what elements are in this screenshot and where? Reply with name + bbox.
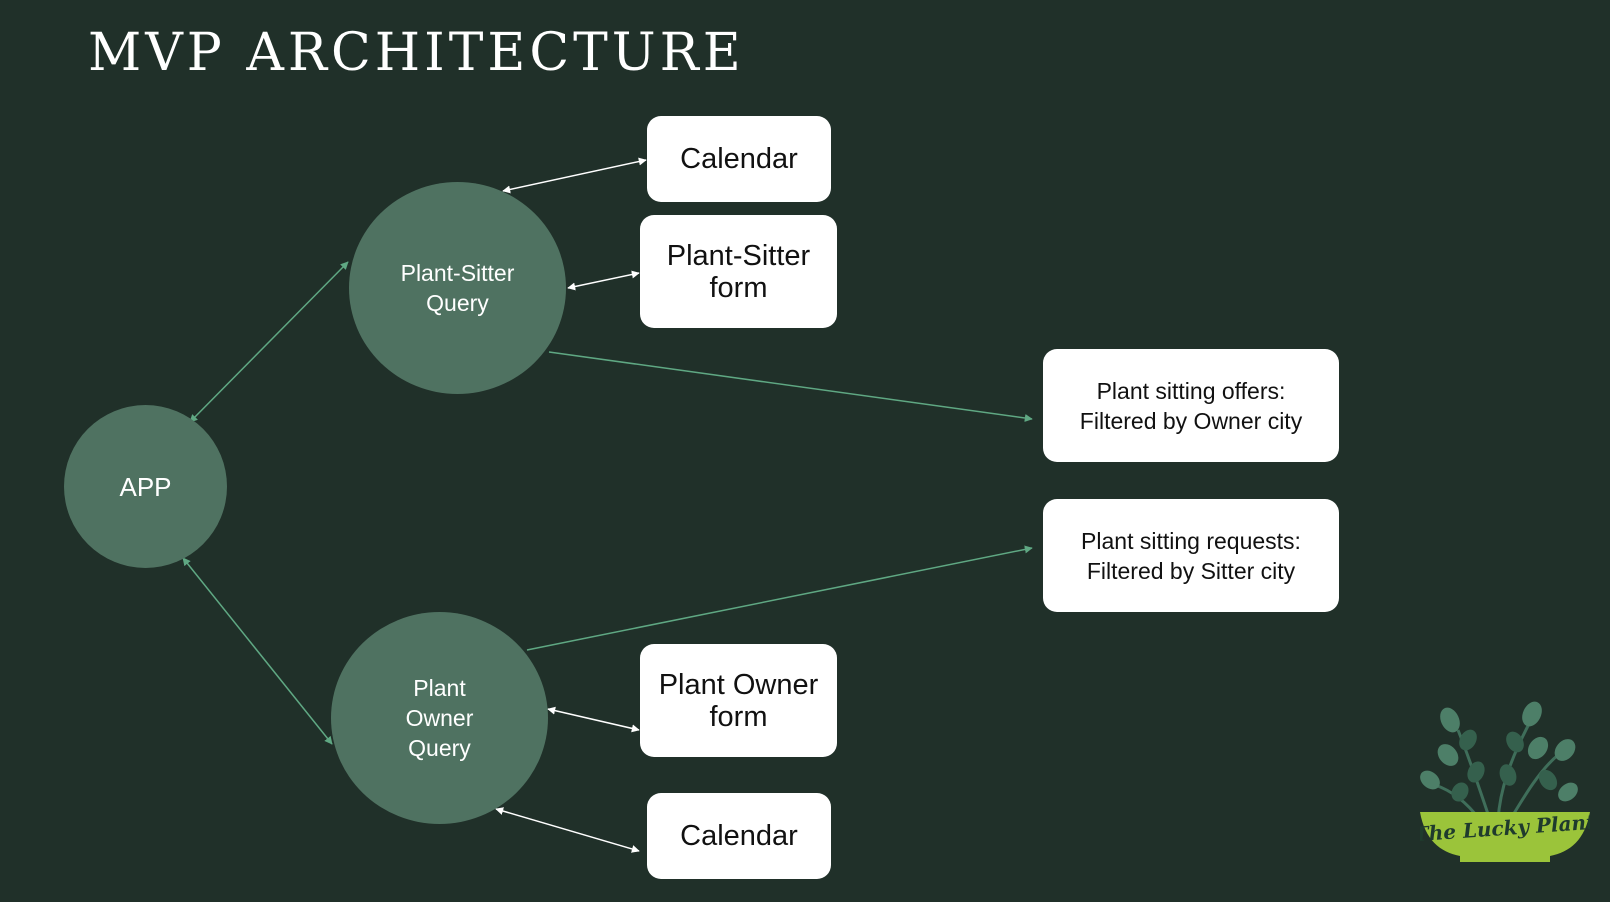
connector-sitter-query-form [567, 270, 640, 291]
connector-sitter-query-calendar [502, 157, 647, 194]
slide-title: MVP ARCHITECTURE [88, 23, 745, 83]
connector-app-sitter-query [189, 261, 349, 423]
plant-sitting-requests-box: Plant sitting requests: Filtered by Sitt… [1043, 499, 1339, 612]
plant-sitting-offers-box: Plant sitting offers: Filtered by Owner … [1043, 349, 1339, 462]
connector-app-owner-query [182, 557, 333, 745]
connector-owner-query-calendar [495, 807, 640, 853]
app-node: APP [64, 405, 227, 568]
plant-owner-query-node: Plant Owner Query [331, 612, 548, 824]
calendar-top-box: Calendar [647, 116, 831, 202]
calendar-bottom-box: Calendar [647, 793, 831, 879]
connector-owner-query-requests [526, 545, 1033, 651]
plant-sitter-form-box: Plant-Sitter form [640, 215, 837, 328]
plant-pot-icon [1420, 812, 1590, 862]
plant-sitter-query-node: Plant-Sitter Query [349, 182, 566, 394]
lucky-plant-logo: The Lucky Plant [1420, 701, 1590, 862]
plant-owner-form-box: Plant Owner form [640, 644, 837, 757]
plant-leaves-icon [1420, 701, 1578, 821]
connector-owner-query-form [547, 706, 640, 733]
connector-sitter-query-offers [548, 351, 1033, 422]
